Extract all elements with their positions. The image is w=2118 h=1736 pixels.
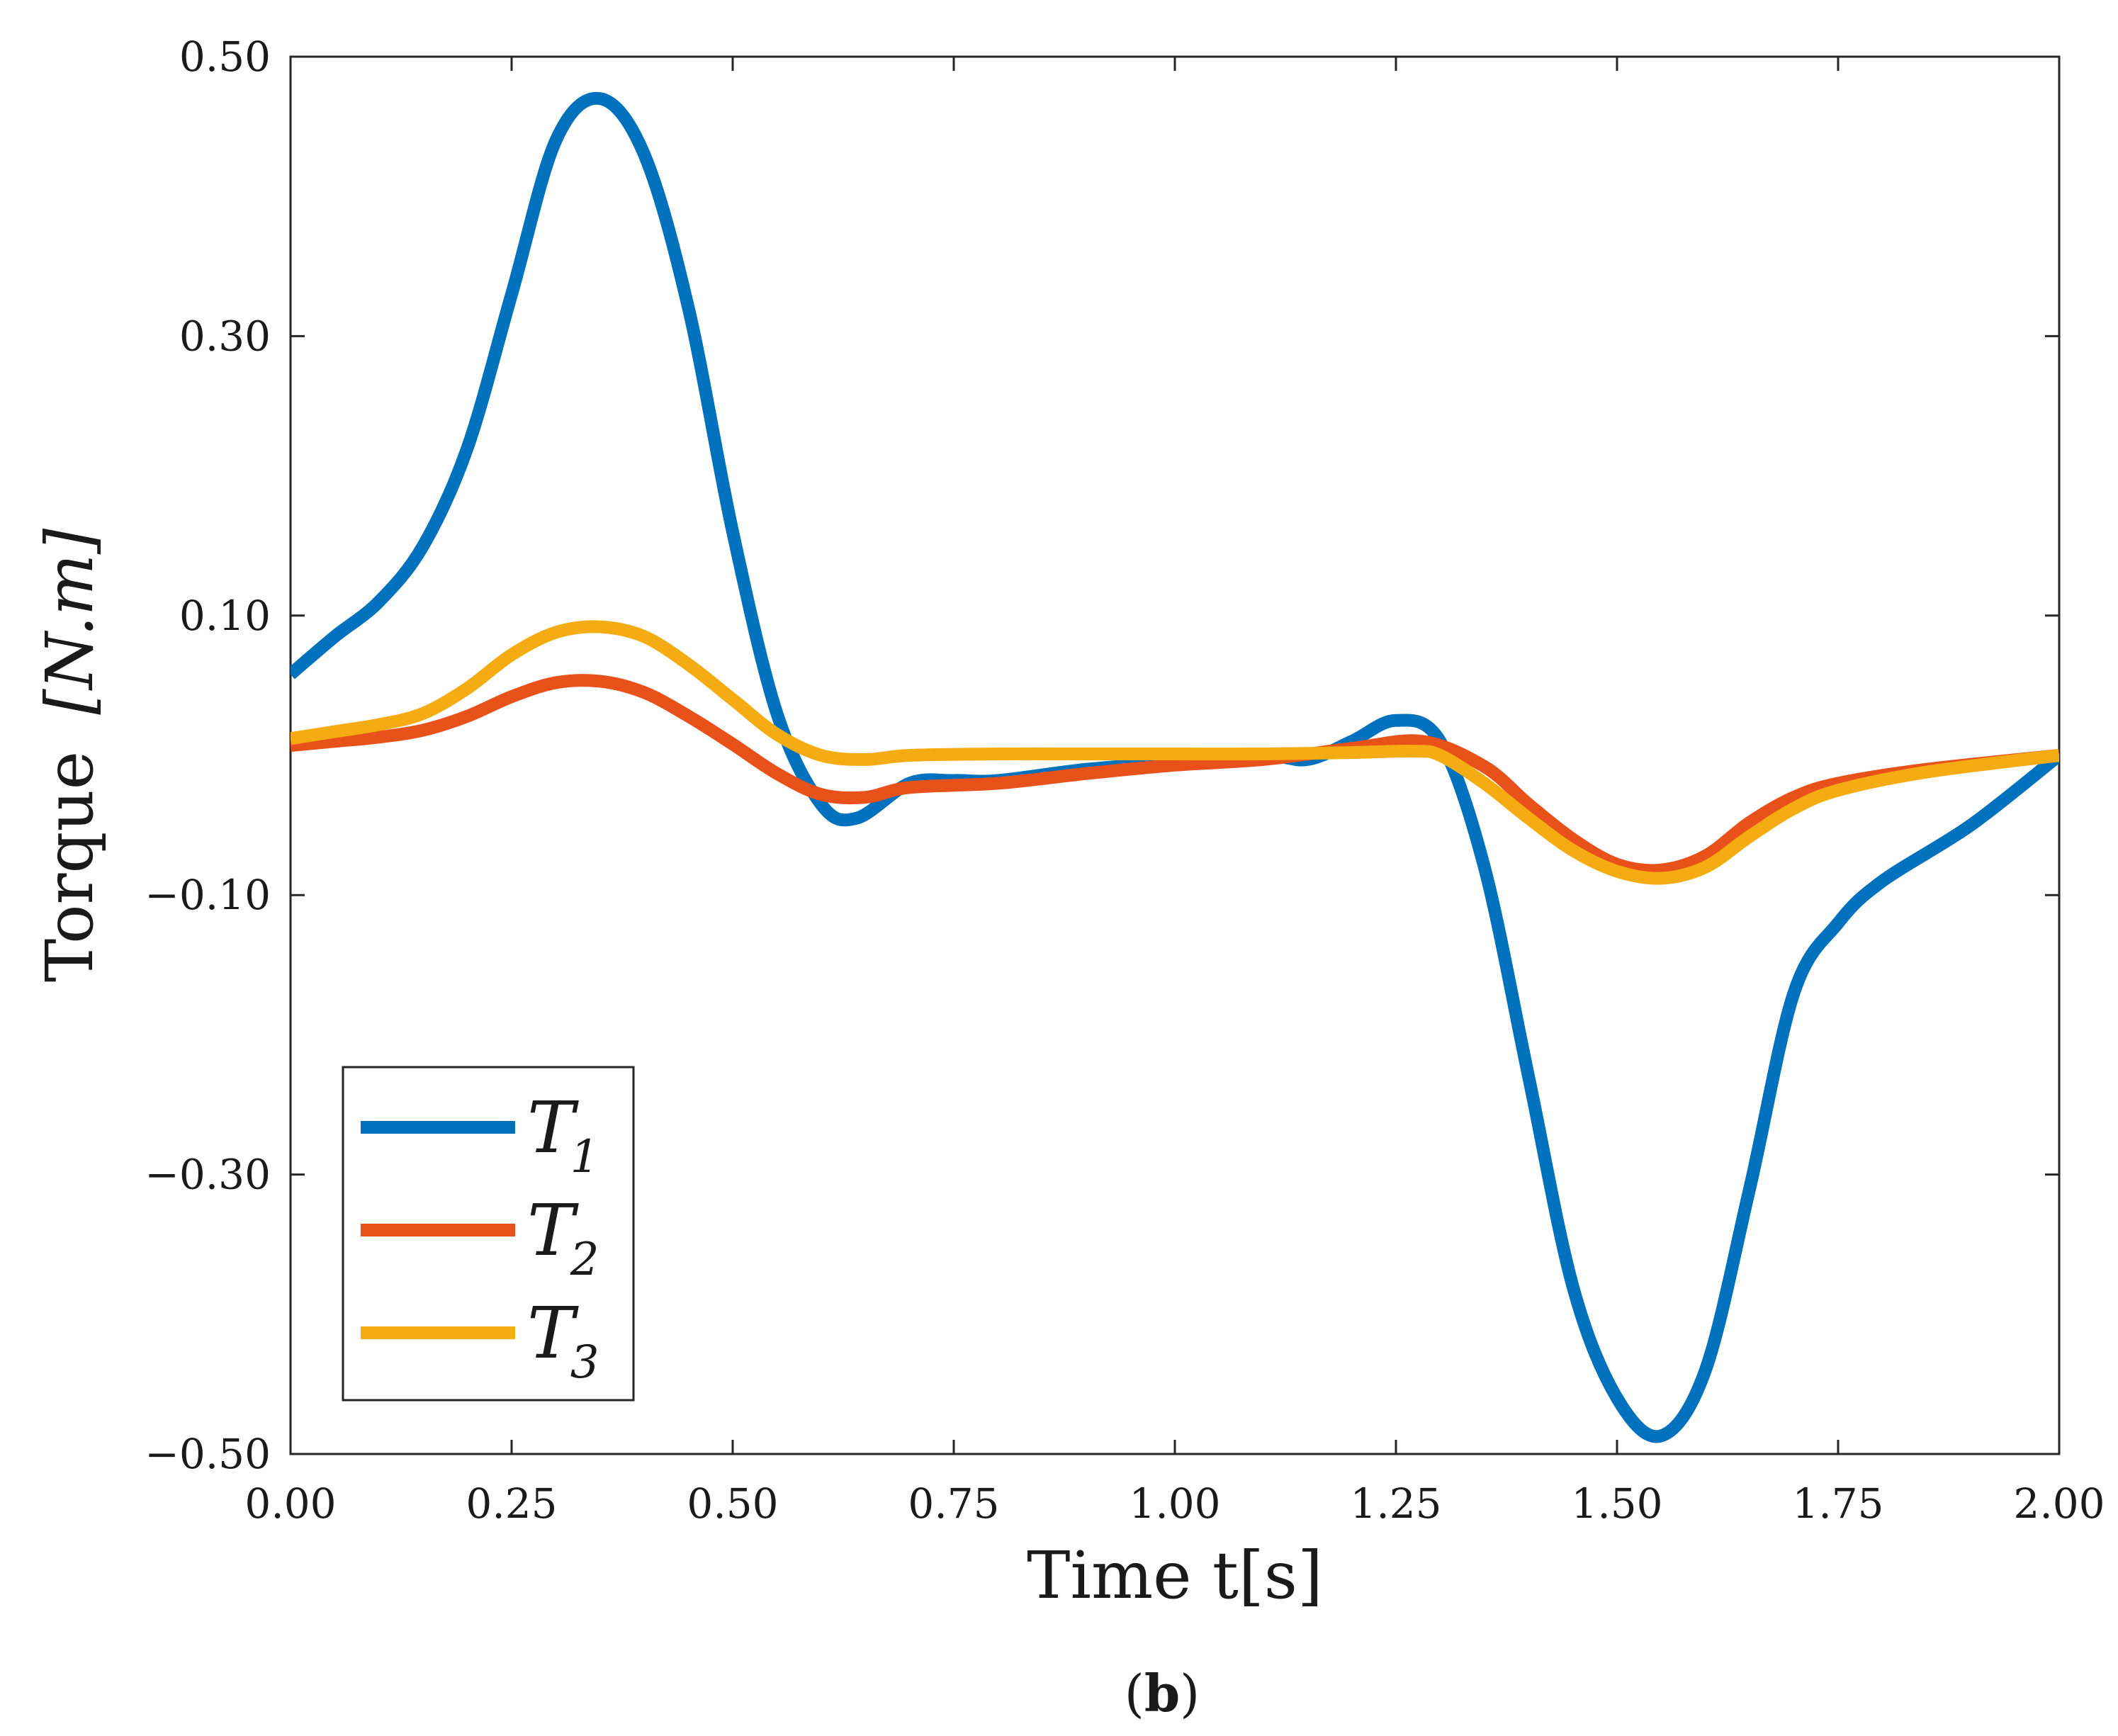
x-tick-label: 1.50 — [1571, 1479, 1662, 1528]
x-tick-labels: 0.00 0.25 0.50 0.75 1.00 1.25 1.50 1.75 2.00 — [244, 1479, 2105, 1528]
x-tick-label: 0.75 — [908, 1479, 999, 1528]
caption-open-paren: ( — [1125, 1664, 1144, 1723]
x-axis-title: Time t[s] — [1027, 1538, 1323, 1613]
series-line-t2 — [291, 674, 2059, 877]
legend-item-t2: T2 — [361, 1189, 599, 1286]
x-tick-label: 2.00 — [2013, 1479, 2105, 1528]
y-tick-label: 0.50 — [179, 33, 271, 81]
legend-label: T2 — [527, 1189, 599, 1286]
x-tick-label: 1.25 — [1350, 1479, 1441, 1528]
legend-item-t1: T1 — [361, 1086, 599, 1183]
legend-label: T1 — [527, 1086, 599, 1183]
x-tick-label: 0.00 — [244, 1479, 336, 1528]
y-axis-title-prefix: Torque — [32, 751, 108, 982]
x-tick-label: 0.25 — [466, 1479, 557, 1528]
caption-close-paren: ) — [1180, 1664, 1200, 1723]
y-axis-title-unit: [N.m] — [32, 529, 108, 715]
x-tick-label: 0.50 — [687, 1479, 778, 1528]
y-tick-label: 0.10 — [179, 592, 271, 640]
x-tick-label: 1.75 — [1792, 1479, 1883, 1528]
y-tick-label: −0.10 — [145, 871, 271, 919]
y-tick-label: −0.30 — [145, 1151, 271, 1199]
y-axis-title: Torque [N.m] — [32, 529, 108, 982]
y-tick-labels: 0.50 0.30 0.10 −0.10 −0.30 −0.50 — [145, 33, 271, 1478]
y-tick-label: −0.50 — [145, 1430, 271, 1478]
series-layer — [291, 91, 2059, 1443]
legend-label: T3 — [527, 1292, 599, 1389]
axis-ticks — [289, 55, 2061, 1455]
y-tick-label: 0.30 — [179, 312, 271, 360]
x-tick-label: 1.00 — [1129, 1479, 1220, 1528]
caption-letter: b — [1144, 1663, 1180, 1723]
series-line-t3 — [291, 620, 2059, 885]
legend-item-t3: T3 — [361, 1292, 599, 1389]
figure-caption: (b) — [1125, 1663, 1200, 1723]
